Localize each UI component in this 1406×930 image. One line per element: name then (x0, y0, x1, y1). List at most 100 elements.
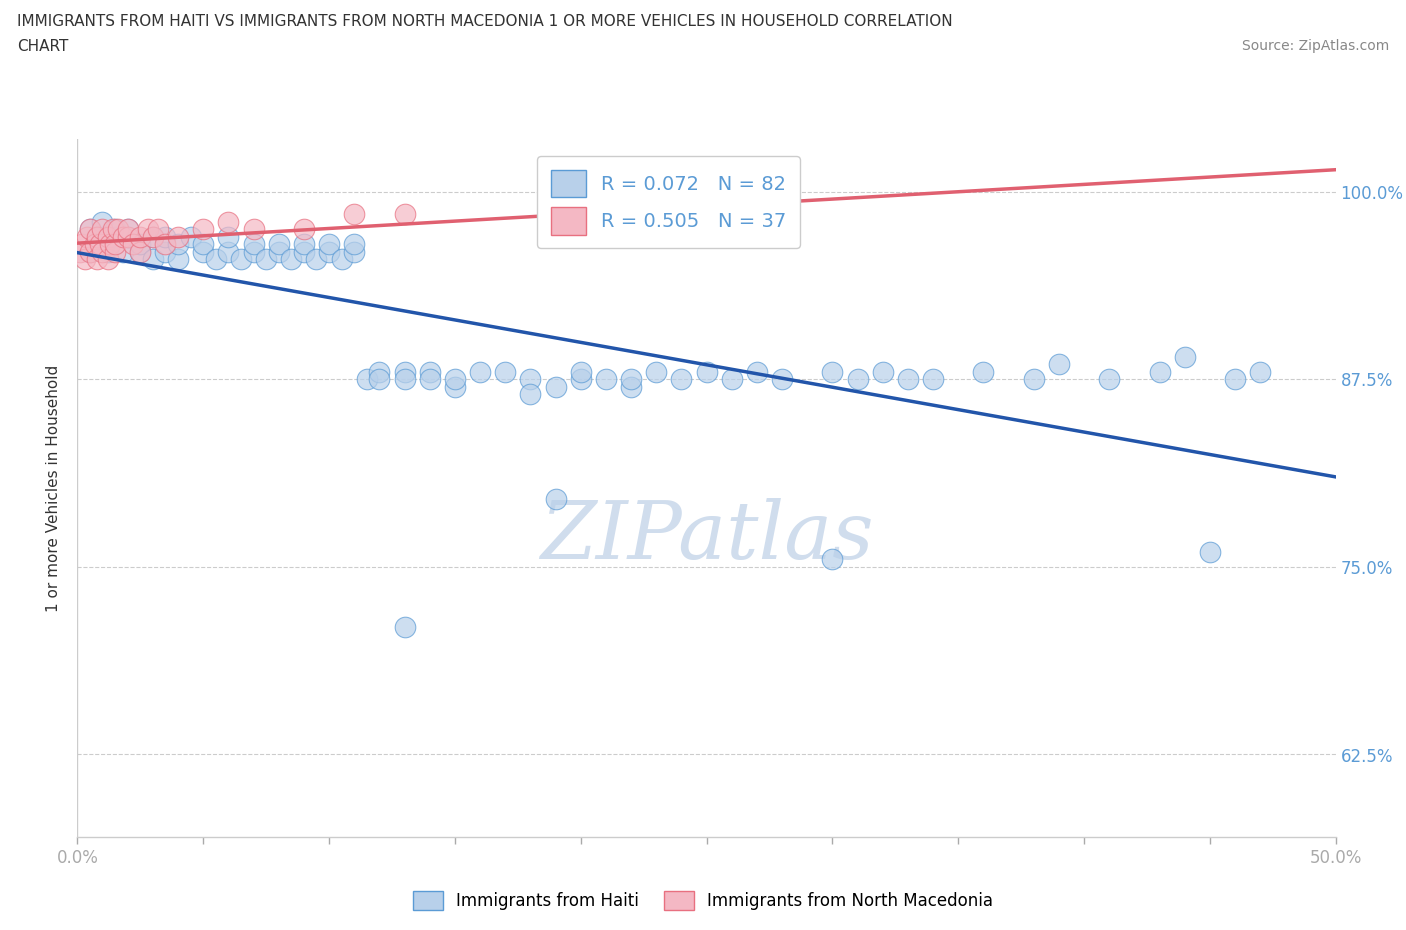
Point (117, 230, 139, 245)
Point (204, 252, 226, 267)
Point (129, 237, 152, 252)
Point (86, 230, 108, 245)
Point (494, 365, 516, 379)
Point (1249, 365, 1271, 379)
Point (696, 365, 718, 379)
Point (79, 222, 101, 237)
Point (519, 387, 541, 402)
Point (89, 237, 111, 252)
Point (111, 245, 134, 259)
Point (343, 207, 366, 222)
Point (343, 237, 366, 252)
Point (595, 372, 617, 387)
Point (620, 372, 643, 387)
Point (167, 230, 190, 245)
Point (101, 222, 124, 237)
Point (1022, 372, 1045, 387)
Point (79, 245, 101, 259)
Point (129, 245, 152, 259)
Point (136, 222, 159, 237)
Point (267, 237, 290, 252)
Point (519, 372, 541, 387)
Point (267, 245, 290, 259)
Point (91, 245, 114, 259)
Point (1098, 372, 1121, 387)
Point (544, 379, 567, 394)
Legend: Immigrants from Haiti, Immigrants from North Macedonia: Immigrants from Haiti, Immigrants from N… (406, 884, 1000, 917)
Point (242, 245, 264, 259)
Point (770, 372, 793, 387)
Point (117, 230, 139, 245)
Point (330, 252, 353, 267)
Point (111, 230, 134, 245)
Point (142, 252, 165, 267)
Point (318, 237, 340, 252)
Point (292, 222, 315, 237)
Point (444, 379, 467, 394)
Point (217, 230, 239, 245)
Point (821, 365, 844, 379)
Point (645, 365, 668, 379)
Point (254, 252, 277, 267)
Point (142, 230, 165, 245)
Point (91, 215, 114, 230)
Point (318, 245, 340, 259)
Point (569, 365, 592, 379)
Point (972, 365, 994, 379)
Point (620, 222, 643, 237)
Point (191, 245, 215, 259)
Point (96, 245, 118, 259)
Point (394, 365, 416, 379)
Point (292, 245, 315, 259)
Point (107, 222, 129, 237)
Point (96, 252, 118, 267)
Point (155, 230, 177, 245)
Point (73, 252, 96, 267)
Point (242, 237, 264, 252)
Point (72, 237, 94, 252)
Point (167, 252, 190, 267)
Point (620, 379, 643, 394)
Point (96, 230, 118, 245)
Point (86, 252, 108, 267)
Point (846, 372, 869, 387)
Point (394, 619, 416, 634)
Point (117, 222, 139, 237)
Point (1199, 545, 1222, 560)
Point (394, 372, 416, 387)
Text: CHART: CHART (17, 39, 69, 54)
Point (191, 237, 215, 252)
Point (155, 237, 177, 252)
Point (217, 245, 239, 259)
Point (1223, 372, 1246, 387)
Point (1149, 365, 1171, 379)
Point (720, 372, 742, 387)
Point (368, 365, 391, 379)
Y-axis label: 1 or more Vehicles in Household: 1 or more Vehicles in Household (46, 365, 62, 612)
Point (419, 372, 441, 387)
Point (394, 207, 416, 222)
Point (1047, 357, 1070, 372)
Point (84, 237, 107, 252)
Point (368, 372, 391, 387)
Point (142, 230, 165, 245)
Point (305, 252, 328, 267)
Text: IMMIGRANTS FROM HAITI VS IMMIGRANTS FROM NORTH MACEDONIA 1 OR MORE VEHICLES IN H: IMMIGRANTS FROM HAITI VS IMMIGRANTS FROM… (17, 14, 952, 29)
Point (544, 492, 567, 507)
Point (280, 252, 302, 267)
Point (444, 372, 467, 387)
Point (292, 237, 315, 252)
Point (922, 372, 945, 387)
Point (76, 230, 98, 245)
Point (155, 245, 177, 259)
Point (468, 365, 491, 379)
Point (104, 222, 127, 237)
Point (229, 252, 252, 267)
Point (104, 230, 127, 245)
Point (1174, 350, 1197, 365)
Point (129, 230, 152, 245)
Point (671, 372, 693, 387)
Point (356, 372, 378, 387)
Point (191, 222, 215, 237)
Point (91, 230, 114, 245)
